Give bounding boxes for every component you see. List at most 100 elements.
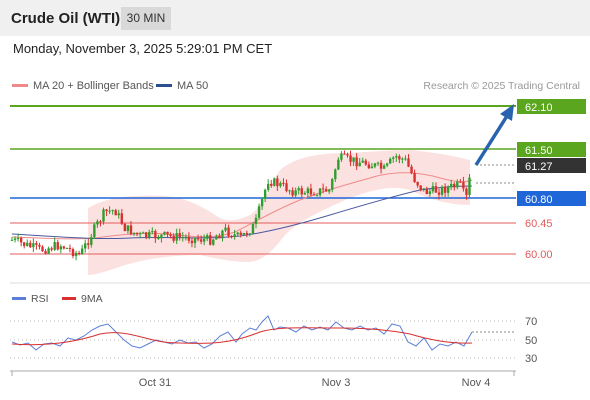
candle-body [297,188,300,191]
candle-body [346,154,349,156]
candle-body [443,186,447,193]
candle-body [163,231,166,235]
rsi-level-50: 50 [525,335,537,347]
candle-body [41,246,44,252]
legend-rsi-ma: 9MA [62,293,103,305]
candle-body [151,231,154,233]
r1-label-box [517,142,586,157]
candle-body [340,153,343,160]
candle-body [23,242,26,246]
candle-body [26,242,29,246]
candle-body [212,239,215,245]
bollinger-band [88,150,470,275]
candle-body [19,237,23,243]
candle-body [263,189,267,199]
candle-body [111,210,114,212]
candle-body [148,232,151,238]
candle-body [285,183,288,191]
rsi-level-30: 30 [525,353,537,365]
candle-body [218,236,221,239]
candle-body [181,237,184,239]
candle-body [199,239,203,242]
rsi-line [11,315,473,351]
candle-body [398,156,401,160]
candle-body [251,224,255,234]
candle-body [175,233,178,241]
candle-body [425,188,428,195]
candle-body [245,233,249,235]
candle-body [279,182,282,187]
candle-body [187,236,191,241]
candle-body [407,158,410,167]
candle-body [446,187,450,193]
candle-body [160,234,163,239]
candle-body [206,235,209,239]
candle-body [166,231,169,235]
chart-header: Crude Oil (WTI) 30 MIN [0,0,590,36]
candle-body [401,158,404,160]
candle-body [355,157,358,167]
candle-body [224,227,227,231]
candle-body [84,243,87,249]
candle-body [132,232,136,235]
candle-body [230,235,233,237]
candle-body [416,182,419,186]
last-price-label: 61.27 [525,161,553,173]
candle-body [306,188,310,194]
candle-body [352,157,355,162]
rsi-level-70: 70 [525,316,537,328]
candle-body [373,163,377,167]
candle-body [157,238,160,240]
candle-body [450,183,453,188]
candle-body [202,238,206,242]
candle-body [376,162,380,164]
candle-body [236,232,239,235]
x-label-nov3: Nov 3 [322,377,351,389]
legend-ma20: MA 20 + Bollinger Bands [12,80,154,92]
candle-body [233,234,236,237]
candle-body [80,248,84,255]
candle-body [312,194,316,196]
timeframe-button[interactable]: 30 MIN [121,7,171,30]
candle-body [68,247,72,250]
candle-body [193,237,197,244]
candle-body [239,232,242,235]
candle-body [74,252,78,257]
candle-body [105,209,108,212]
candle-body [196,237,200,240]
s1-label: 60.45 [525,218,553,230]
candle-body [102,209,105,222]
candle-body [392,157,395,159]
candle-body [178,233,181,238]
candle-body [209,235,212,245]
candle-body [431,186,435,192]
candle-body [315,195,319,197]
candle-body [123,223,127,232]
candle-body [300,188,303,195]
candle-body [65,247,69,249]
candle-body [361,160,364,163]
candle-body [260,198,264,207]
rsi-ma-line [11,327,473,346]
candle-body [126,225,130,232]
x-label-oct31: Oct 31 [139,377,171,389]
ma50-line [11,185,473,240]
candle-body [242,233,245,235]
candle-body [309,188,313,195]
timestamp: Monday, November 3, 2025 5:29:01 PM CET [13,41,273,56]
candle-body [270,183,273,186]
candle-body [87,243,90,245]
candle-body [114,210,117,216]
candle-body [273,178,276,186]
candle-body [135,232,139,235]
candle-body [71,249,75,257]
candle-body [96,221,99,225]
candle-body [428,191,432,195]
candle-body [257,206,261,218]
candle-body [294,190,297,196]
candle-body [32,243,35,248]
candle-body [303,193,306,195]
candle-body [318,188,322,196]
candle-body [337,159,340,170]
